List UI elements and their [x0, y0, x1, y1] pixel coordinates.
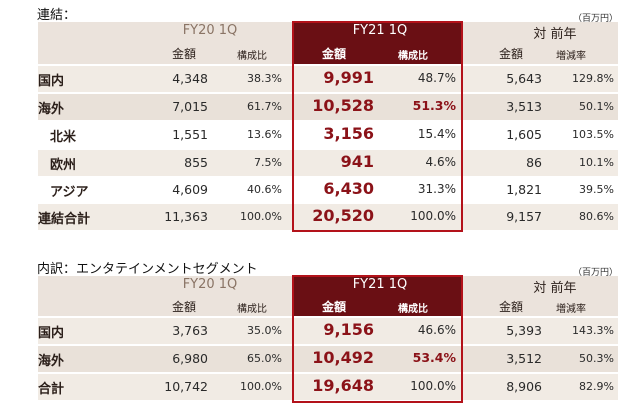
fy21-ratio: 53.4%	[412, 350, 456, 365]
table1-fy20-ratio-header: 構成比	[237, 51, 267, 62]
yoy-amount: 86	[526, 155, 542, 170]
fy20-ratio: 13.6%	[247, 128, 282, 141]
yoy-amount: 3,512	[506, 351, 542, 366]
yoy-amount: 1,821	[506, 182, 542, 197]
fy20-amount: 3,763	[172, 323, 208, 338]
table1-yoy-change-header: 増減率	[556, 51, 586, 62]
fy21-ratio: 4.6%	[425, 155, 457, 169]
yoy-change: 10.1%	[579, 156, 614, 169]
row-label: 欧州	[50, 158, 77, 173]
fy20-ratio: 40.6%	[247, 183, 282, 196]
fy21-amount: 9,991	[323, 68, 374, 87]
table1-row-bg	[38, 94, 618, 120]
yoy-amount: 5,643	[506, 71, 542, 86]
fy21-ratio: 46.6%	[417, 323, 456, 337]
fy20-amount: 11,363	[164, 209, 208, 224]
fy21-amount: 6,430	[323, 179, 374, 198]
fy21-ratio: 15.4%	[417, 127, 456, 141]
row-label: 海外	[38, 354, 65, 369]
fy20-amount: 7,015	[172, 99, 208, 114]
table1-unit: （百万円）	[572, 14, 618, 24]
fy20-amount: 855	[184, 155, 208, 170]
row-label: 国内	[38, 326, 65, 341]
table1-yoy-header: 対 前年	[533, 27, 577, 42]
table2-yoy-change-header: 増減率	[556, 304, 586, 315]
row-label: 合計	[38, 382, 65, 397]
fy20-ratio: 38.3%	[247, 72, 282, 85]
table2-row-bg	[38, 346, 618, 372]
table2-yoy-header: 対 前年	[533, 281, 577, 296]
fy21-amount: 9,156	[323, 320, 374, 339]
fy21-ratio: 100.0%	[410, 209, 456, 223]
table1-fy20-amount-header: 金額	[172, 47, 197, 61]
fy20-amount: 4,348	[172, 71, 208, 86]
fy20-ratio: 100.0%	[240, 210, 282, 223]
yoy-change: 143.3%	[572, 324, 614, 337]
table1-fy20-header: FY20 1Q	[182, 23, 238, 38]
table2-fy20-header: FY20 1Q	[182, 277, 238, 292]
table1-fy21-amount-header: 金額	[322, 47, 347, 61]
table2-row-bg	[38, 318, 618, 344]
yoy-change: 103.5%	[572, 128, 614, 141]
yoy-amount: 9,157	[506, 209, 542, 224]
yoy-change: 50.3%	[579, 352, 614, 365]
yoy-change: 80.6%	[579, 210, 614, 223]
fy20-amount: 6,980	[172, 351, 208, 366]
table2-unit: （百万円）	[572, 268, 618, 278]
table2-fy21-amount-header: 金額	[322, 300, 347, 314]
yoy-amount: 1,605	[506, 127, 542, 142]
table1-fy21-ratio-header: 構成比	[398, 51, 428, 62]
table2-title: 内訳：エンタテインメントセグメント	[37, 262, 258, 277]
yoy-amount: 8,906	[506, 379, 542, 394]
fy21-ratio: 51.3%	[412, 98, 456, 113]
table2-fy21-highlight-frame	[292, 275, 463, 403]
table1-yoy-amount-header: 金額	[499, 47, 524, 61]
table1-header-fy21	[293, 22, 462, 64]
yoy-change: 50.1%	[579, 100, 614, 113]
fy21-amount: 19,648	[312, 376, 374, 395]
yoy-change: 39.5%	[579, 183, 614, 196]
fy21-amount: 20,520	[312, 206, 374, 225]
fy21-ratio: 48.7%	[417, 71, 456, 85]
table1-fy21-header: FY21 1Q	[352, 23, 408, 38]
table2-row-bg	[38, 374, 618, 400]
row-label: 国内	[38, 74, 65, 89]
table2-fy20-ratio-header: 構成比	[237, 304, 267, 315]
fy20-ratio: 7.5%	[254, 156, 282, 169]
yoy-amount: 5,393	[506, 323, 542, 338]
table2-fy20-amount-header: 金額	[172, 300, 197, 314]
table2-fy21-header: FY21 1Q	[352, 277, 408, 292]
table1-title: 連結：	[37, 8, 77, 23]
table1-row-bg	[38, 204, 618, 230]
fy21-ratio: 31.3%	[417, 182, 456, 196]
fy21-ratio: 100.0%	[410, 379, 456, 393]
table1-row-bg	[38, 178, 618, 204]
table2-yoy-amount-header: 金額	[499, 300, 524, 314]
table1-fy21-highlight-frame	[292, 21, 463, 232]
row-label: 北米	[50, 130, 77, 145]
yoy-amount: 3,513	[506, 99, 542, 114]
row-label: アジア	[50, 185, 89, 200]
table2-header-fy21	[293, 276, 462, 316]
fy20-amount: 10,742	[164, 379, 208, 394]
fy21-amount: 941	[340, 152, 374, 171]
yoy-change: 129.8%	[572, 72, 614, 85]
fy20-amount: 4,609	[172, 182, 208, 197]
fy20-amount: 1,551	[172, 127, 208, 142]
row-label: 海外	[38, 102, 65, 117]
fy21-amount: 3,156	[323, 124, 374, 143]
fy21-amount: 10,528	[312, 96, 374, 115]
fy20-ratio: 35.0%	[247, 324, 282, 337]
fy20-ratio: 65.0%	[247, 352, 282, 365]
row-label: 連結合計	[38, 212, 91, 227]
yoy-change: 82.9%	[579, 380, 614, 393]
table1-row-bg	[38, 150, 618, 176]
table1-row-bg	[38, 122, 618, 148]
fy21-amount: 10,492	[312, 348, 374, 367]
table2-fy21-ratio-header: 構成比	[398, 304, 428, 315]
fy20-ratio: 100.0%	[240, 380, 282, 393]
fy20-ratio: 61.7%	[247, 100, 282, 113]
table1-row-bg	[38, 66, 618, 92]
